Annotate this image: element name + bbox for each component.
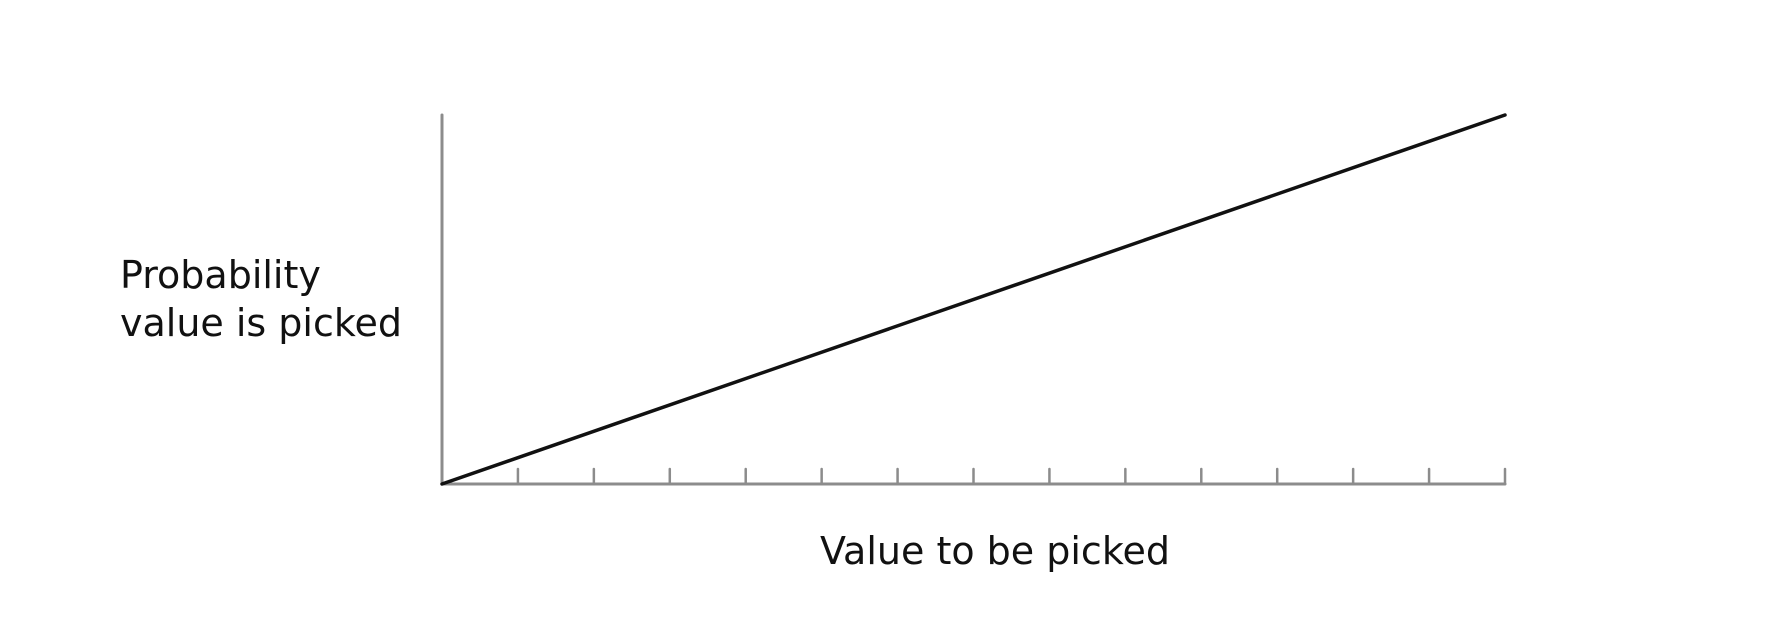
y-axis-label-line-2: value is picked [120, 301, 402, 345]
series-layer [440, 113, 1507, 486]
y-axis-label: Probability value is picked [120, 253, 402, 345]
x-axis-label: Value to be picked [820, 529, 1170, 573]
series-line-0 [440, 113, 1507, 486]
x-axis-ticks [516, 467, 1507, 486]
y-axis-label-line-1: Probability [120, 253, 321, 297]
